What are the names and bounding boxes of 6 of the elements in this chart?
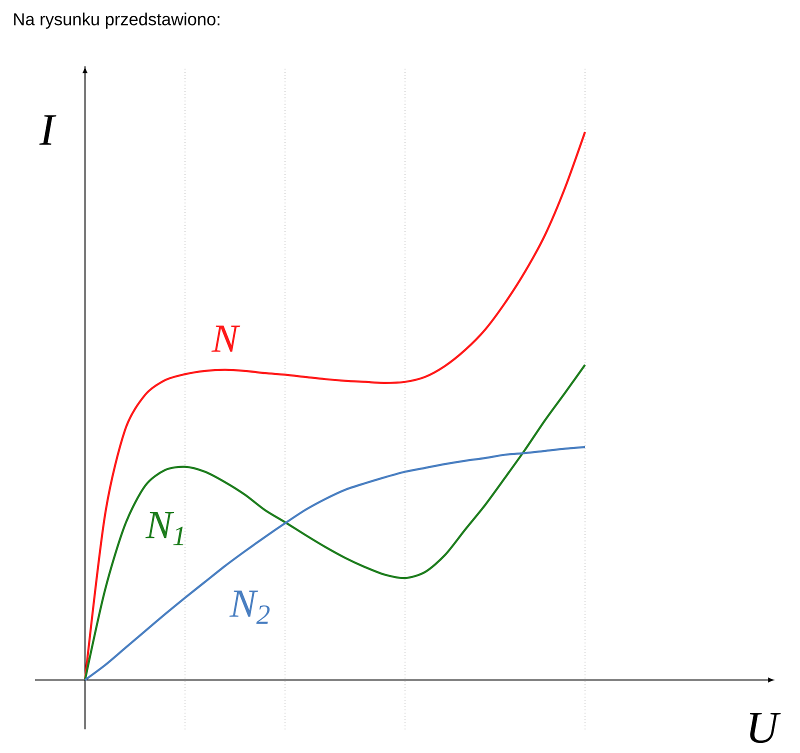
series-label: N$_{1}$ — [145, 512, 184, 546]
chart-title: Na rysunku przedstawiono: — [14, 12, 220, 29]
series-label: N$_{2}$ — [229, 590, 270, 624]
y-axis-title: I — [39, 115, 56, 145]
series-label: N — [211, 326, 240, 352]
x-axis-title: U — [750, 712, 781, 743]
